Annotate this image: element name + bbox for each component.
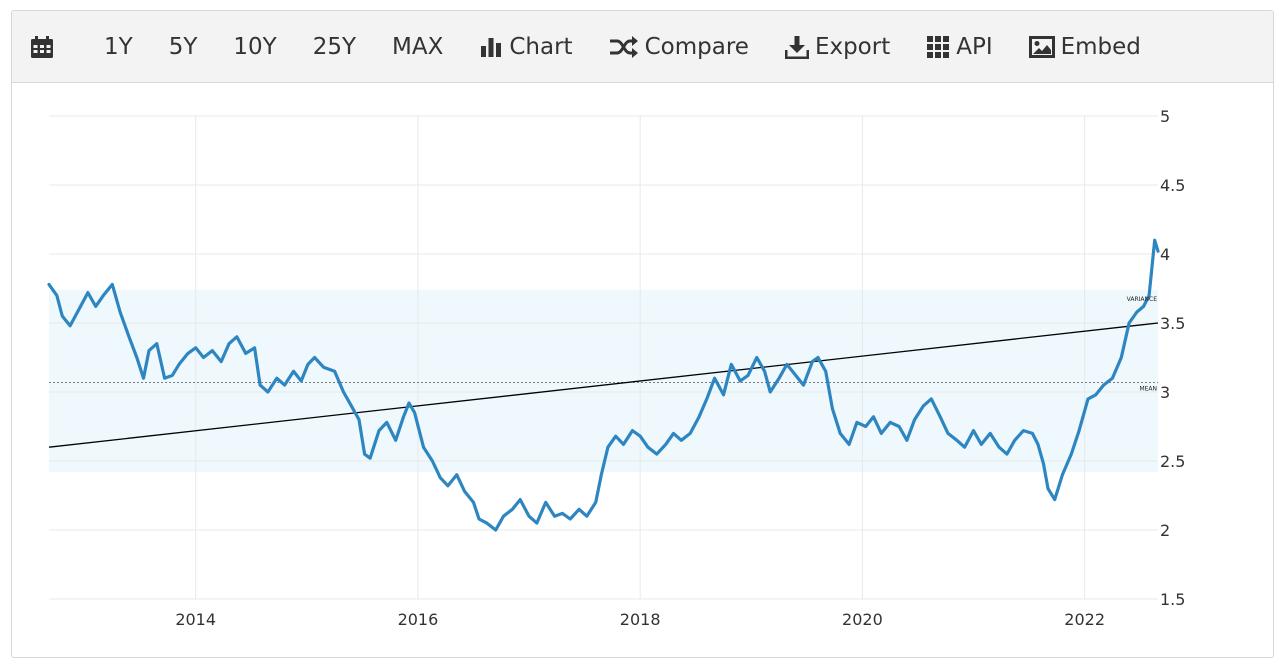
x-tick-label: 2018 [620,610,661,629]
calendar-button[interactable] [30,35,54,59]
chart-button[interactable]: Chart [479,34,573,60]
y-tick-label: 4 [1160,245,1170,264]
variance-label: VARIANCE [1127,296,1158,303]
x-tick-label: 2022 [1064,610,1105,629]
range-max-button[interactable]: MAX [392,33,444,60]
y-tick-label: 5 [1160,107,1170,126]
range-10y-button[interactable]: 10Y [233,33,277,60]
y-tick-label: 1.5 [1160,590,1185,609]
image-icon [1028,35,1061,59]
export-button[interactable]: Export [784,34,890,60]
x-tick-label: 2014 [175,610,216,629]
api-button[interactable]: API [926,34,993,60]
bar-chart-icon [479,35,509,59]
range-5y-button[interactable]: 5Y [168,33,198,60]
toolbar: 1Y 5Y 10Y 25Y MAX Chart Compare Export A… [12,11,1273,83]
embed-button[interactable]: Embed [1028,34,1141,60]
variance-band [49,289,1158,473]
line-chart: 1.5 2 2.5 3 3.5 4 4.5 5 2014 2016 2018 2020 2022 VARI… [47,107,1185,629]
x-tick-label: 2016 [398,610,439,629]
series-line [47,238,1160,532]
range-25y-button[interactable]: 25Y [312,33,357,60]
range-1y-button[interactable]: 1Y [104,33,133,60]
chart-area: 1.5 2 2.5 3 3.5 4 4.5 5 2014 2016 2018 2020 2022 VARI… [12,83,1273,657]
y-tick-label: 3.5 [1160,314,1185,333]
y-tick-label: 2 [1160,521,1170,540]
x-tick-label: 2020 [842,610,883,629]
shuffle-icon [609,35,645,59]
grid-icon [926,35,956,59]
y-tick-label: 3 [1160,383,1170,402]
y-tick-label: 4.5 [1160,176,1185,195]
calendar-icon [30,35,54,59]
mean-label: MEAN [1139,385,1157,392]
trend-line [48,322,1159,448]
compare-button[interactable]: Compare [609,34,749,60]
download-icon [784,35,815,59]
y-tick-label: 2.5 [1160,452,1185,471]
chart-widget: 1Y 5Y 10Y 25Y MAX Chart Compare Export A… [11,10,1274,658]
